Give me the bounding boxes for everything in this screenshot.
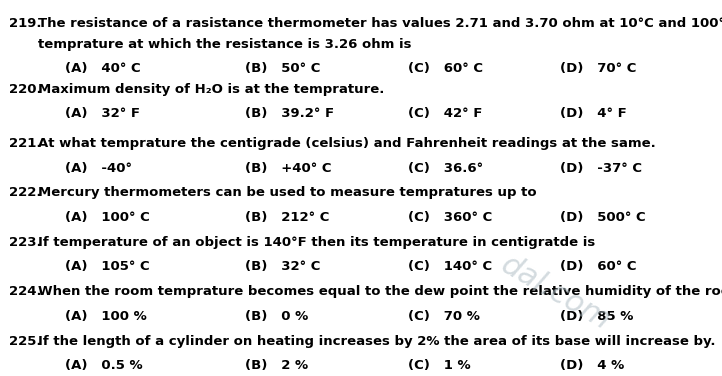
Text: (C)   60° C: (C) 60° C bbox=[408, 62, 483, 75]
Text: (A)   -40°: (A) -40° bbox=[65, 162, 132, 175]
Text: (A)   105° C: (A) 105° C bbox=[65, 260, 149, 273]
Text: If the length of a cylinder on heating increases by 2% the area of its base will: If the length of a cylinder on heating i… bbox=[38, 335, 715, 348]
Text: 220.: 220. bbox=[9, 83, 41, 96]
Text: (D)   70° C: (D) 70° C bbox=[560, 62, 636, 75]
Text: 219.: 219. bbox=[9, 17, 41, 30]
Text: Maximum density of H₂O is at the temprature.: Maximum density of H₂O is at the temprat… bbox=[38, 83, 384, 96]
Text: (D)   500° C: (D) 500° C bbox=[560, 211, 645, 224]
Text: If temperature of an object is 140°F then its temperature in centigratde is: If temperature of an object is 140°F the… bbox=[38, 236, 595, 249]
Text: At what temprature the centigrade (celsius) and Fahrenheit readings at the same.: At what temprature the centigrade (celsi… bbox=[38, 137, 656, 150]
Text: When the room temprature becomes equal to the dew point the relative humidity of: When the room temprature becomes equal t… bbox=[38, 285, 722, 298]
Text: (C)   36.6°: (C) 36.6° bbox=[408, 162, 483, 175]
Text: temprature at which the resistance is 3.26 ohm is: temprature at which the resistance is 3.… bbox=[38, 38, 411, 51]
Text: (B)   39.2° F: (B) 39.2° F bbox=[245, 107, 334, 120]
Text: Mercury thermometers can be used to measure tempratures up to: Mercury thermometers can be used to meas… bbox=[38, 186, 536, 199]
Text: (C)   1 %: (C) 1 % bbox=[408, 359, 471, 372]
Text: (C)   360° C: (C) 360° C bbox=[408, 211, 492, 224]
Text: (A)   32° F: (A) 32° F bbox=[65, 107, 140, 120]
Text: (B)   0 %: (B) 0 % bbox=[245, 309, 309, 323]
Text: (B)   212° C: (B) 212° C bbox=[245, 211, 330, 224]
Text: (D)   85 %: (D) 85 % bbox=[560, 309, 633, 323]
Text: (C)   70 %: (C) 70 % bbox=[408, 309, 480, 323]
Text: (C)   42° F: (C) 42° F bbox=[408, 107, 482, 120]
Text: (B)   32° C: (B) 32° C bbox=[245, 260, 321, 273]
Text: dal.com: dal.com bbox=[496, 250, 616, 336]
Text: (B)   +40° C: (B) +40° C bbox=[245, 162, 332, 175]
Text: (C)   140° C: (C) 140° C bbox=[408, 260, 492, 273]
Text: (A)   40° C: (A) 40° C bbox=[65, 62, 141, 75]
Text: (B)   2 %: (B) 2 % bbox=[245, 359, 308, 372]
Text: The resistance of a rasistance thermometer has values 2.71 and 3.70 ohm at 10°C : The resistance of a rasistance thermomet… bbox=[38, 17, 722, 30]
Text: (D)   -37° C: (D) -37° C bbox=[560, 162, 642, 175]
Text: 225.: 225. bbox=[9, 335, 41, 348]
Text: (D)   60° C: (D) 60° C bbox=[560, 260, 636, 273]
Text: (D)   4° F: (D) 4° F bbox=[560, 107, 626, 120]
Text: (A)   100° C: (A) 100° C bbox=[65, 211, 149, 224]
Text: (A)   0.5 %: (A) 0.5 % bbox=[65, 359, 143, 372]
Text: (A)   100 %: (A) 100 % bbox=[65, 309, 147, 323]
Text: 224.: 224. bbox=[9, 285, 41, 298]
Text: (B)   50° C: (B) 50° C bbox=[245, 62, 321, 75]
Text: 222.: 222. bbox=[9, 186, 41, 199]
Text: 221.: 221. bbox=[9, 137, 41, 150]
Text: (D)   4 %: (D) 4 % bbox=[560, 359, 624, 372]
Text: 223.: 223. bbox=[9, 236, 41, 249]
